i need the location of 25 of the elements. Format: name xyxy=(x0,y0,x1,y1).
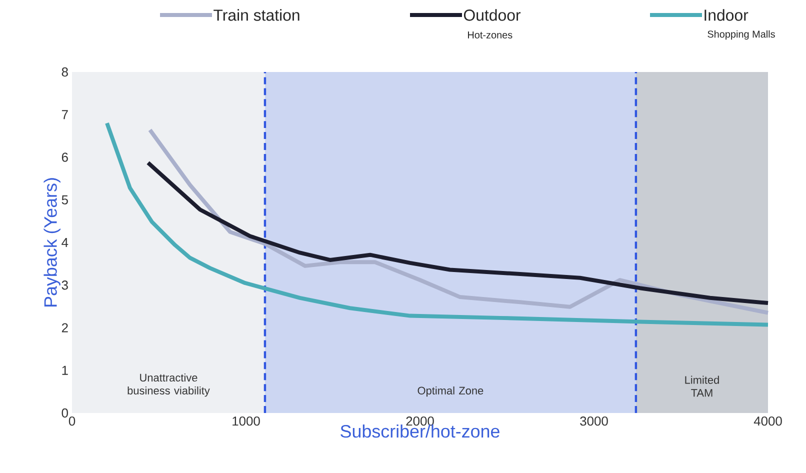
y-tick-label: 6 xyxy=(62,152,68,162)
x-tick-label: 4000 xyxy=(754,416,782,426)
y-tick-label: 4 xyxy=(62,238,68,247)
legend-label: Indoor xyxy=(704,9,748,21)
x-tick-label: 1000 xyxy=(232,416,260,426)
text: Hot-zones xyxy=(468,32,512,38)
y-axis-title: Payback (Years) xyxy=(44,178,60,306)
band-label: Limited TAM xyxy=(685,376,719,397)
x-axis-title: Subscriber/hot-zone xyxy=(340,424,500,438)
band-label: Optimal Zone xyxy=(418,386,484,397)
x-tick-label: 0 xyxy=(68,416,76,426)
legend-label: Train station xyxy=(214,9,300,21)
y-tick-label: 3 xyxy=(62,280,68,290)
legend-label: Outdoor xyxy=(464,9,521,21)
x-tick-label: 2000 xyxy=(406,416,434,426)
x-tick-label: 3000 xyxy=(580,416,608,426)
text: Shopping Malls xyxy=(708,30,775,40)
y-tick-label: 0 xyxy=(62,408,68,418)
line-series xyxy=(146,160,770,306)
band-label: Unattractive business viability xyxy=(128,374,210,397)
y-tick-label: 7 xyxy=(62,110,68,120)
y-tick-label: 5 xyxy=(62,195,68,204)
y-tick-label: 2 xyxy=(62,323,68,332)
y-tick-label: 8 xyxy=(62,67,68,77)
y-tick-label: 1 xyxy=(62,366,68,375)
